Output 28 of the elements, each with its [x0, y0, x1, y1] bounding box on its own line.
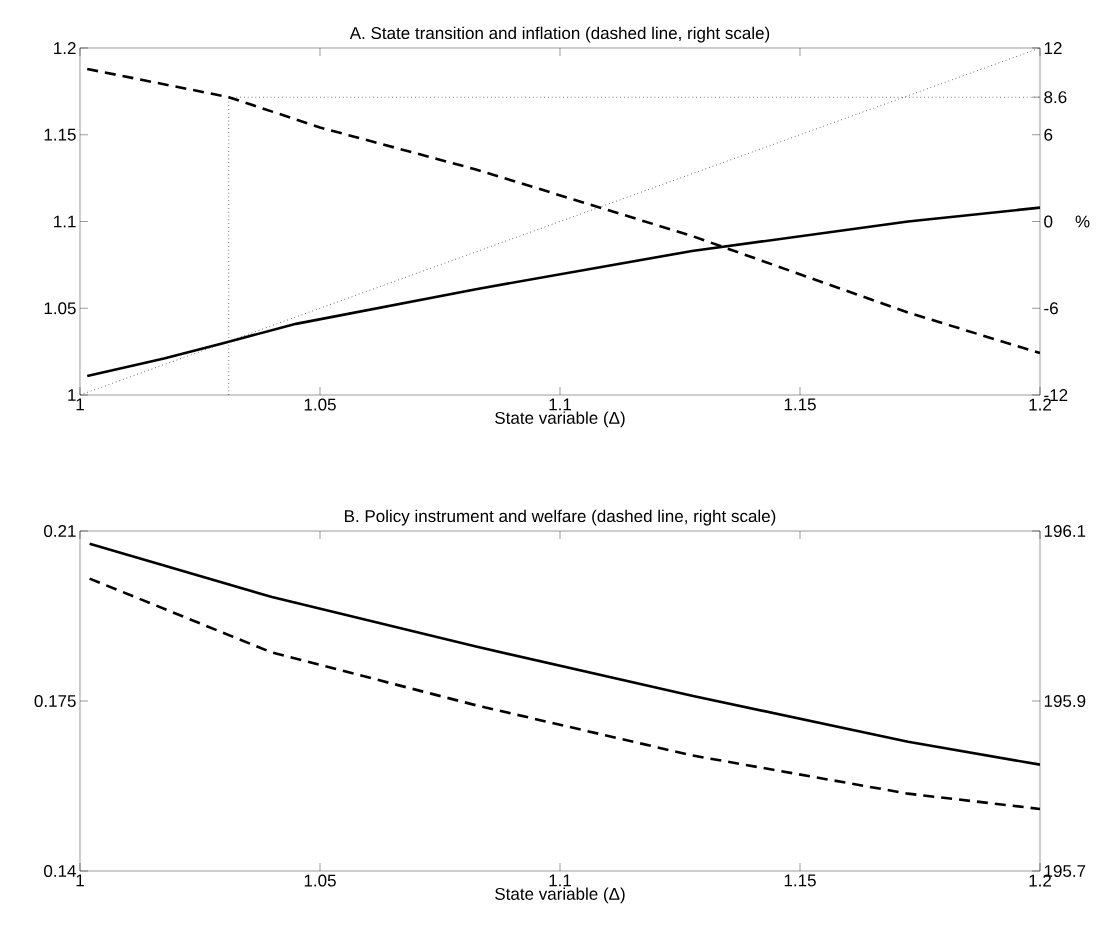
y2-tick-label: -6	[1044, 302, 1058, 315]
x-tick-label: 1.1	[549, 398, 571, 411]
x-tick-label: 1.1	[549, 874, 571, 887]
y-tick-label: 0.14	[44, 864, 76, 878]
y2-tick-label: 196.1	[1044, 524, 1086, 538]
y-tick-label: 1.05	[44, 302, 76, 315]
x-axis-title: State variable (Δ)	[495, 411, 625, 428]
y2-tick-label: 195.9	[1044, 694, 1086, 708]
x-tick-label: 1.05	[304, 874, 336, 887]
y-tick-label: 1	[68, 389, 76, 401]
x-tick-label: 1	[76, 398, 84, 411]
x-tick-label: 1.15	[784, 398, 816, 411]
y2-tick-label: 12	[1044, 42, 1062, 54]
x-axis-title: State variable (Δ)	[495, 887, 625, 904]
y2-tick-label: 0	[1044, 215, 1053, 228]
x-tick-label: 1.05	[304, 398, 336, 411]
y2-axis-title: %	[1075, 215, 1090, 228]
y-tick-label: 1.2	[54, 42, 76, 54]
chart-title: A. State transition and inflation (dashed line, right scale)	[349, 26, 770, 43]
y-tick-label: 1.1	[54, 215, 76, 228]
y-tick-label: 1.15	[44, 128, 76, 141]
chart-title: B. Policy instrument and welfare (dashed line, right scale)	[345, 509, 776, 526]
x-tick-label: 1	[76, 874, 84, 887]
y-tick-label: 0.21	[44, 524, 76, 538]
y-tick-label: 0.175	[34, 694, 76, 708]
y2-tick-label: 8.6	[1044, 91, 1067, 104]
x-tick-label: 1.15	[784, 874, 816, 887]
y2-tick-label: 6	[1044, 128, 1053, 141]
